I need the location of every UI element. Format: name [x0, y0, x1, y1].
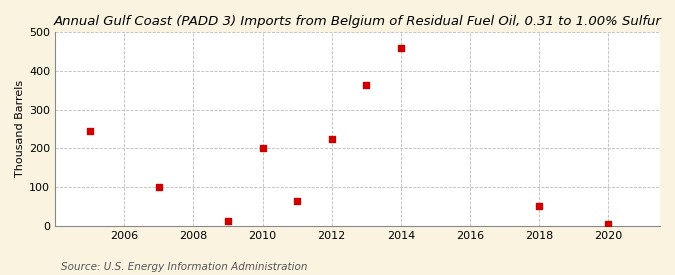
Point: [292, 199, 302, 204]
Point: [223, 219, 234, 223]
Point: [396, 46, 406, 50]
Point: [84, 129, 95, 133]
Title: Annual Gulf Coast (PADD 3) Imports from Belgium of Residual Fuel Oil, 0.31 to 1.: Annual Gulf Coast (PADD 3) Imports from …: [53, 15, 662, 28]
Point: [257, 145, 268, 150]
Point: [361, 83, 372, 87]
Y-axis label: Thousand Barrels: Thousand Barrels: [15, 80, 25, 177]
Point: [534, 204, 545, 209]
Point: [603, 222, 614, 226]
Text: Source: U.S. Energy Information Administration: Source: U.S. Energy Information Administ…: [61, 262, 307, 272]
Point: [326, 136, 337, 141]
Point: [153, 185, 164, 189]
